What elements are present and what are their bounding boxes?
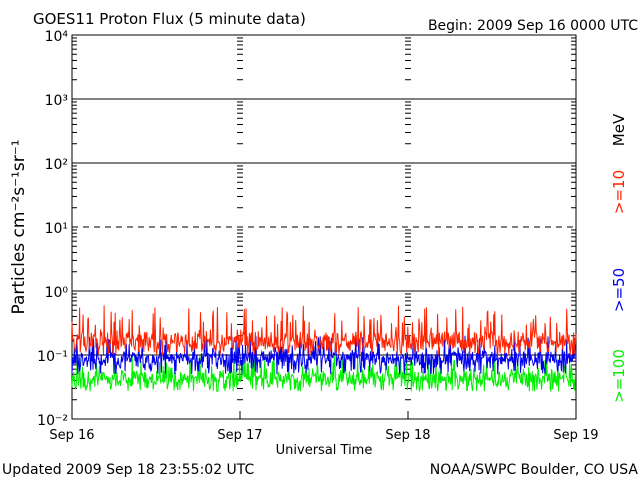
chart-title: GOES11 Proton Flux (5 minute data): [33, 10, 306, 28]
legend-item-ge10: >=10: [610, 170, 628, 214]
legend-unit: MeV: [610, 113, 628, 146]
y-tick-label: 10²: [45, 157, 68, 173]
x-tick-label: Sep 19: [553, 428, 598, 443]
y-tick-label: 10⁻²: [37, 413, 68, 429]
updated-timestamp: Updated 2009 Sep 18 23:55:02 UTC: [2, 462, 255, 478]
x-tick-label: Sep 16: [49, 428, 94, 443]
y-tick-label: 10¹: [45, 221, 68, 237]
y-tick-label: 10⁻¹: [37, 349, 68, 365]
legend-item-ge50: >=50: [610, 268, 628, 312]
y-axis-label: Particles cm⁻²s⁻¹sr⁻¹: [9, 139, 29, 314]
grid-lines: [72, 98, 576, 356]
x-tick-label: Sep 18: [385, 428, 430, 443]
y-tick-labels: 10⁻² 10⁻¹ 10⁰ 10¹ 10² 10³ 10⁴: [37, 29, 68, 429]
x-axis-label: Universal Time: [276, 443, 373, 458]
y-tick-label: 10⁰: [45, 285, 69, 301]
y-tick-label: 10⁴: [45, 29, 69, 45]
minor-ticks: [72, 37, 576, 419]
legend-item-ge100: >=100: [610, 349, 628, 403]
series-group: [71, 305, 577, 393]
x-tick-labels: Sep 16 Sep 17 Sep 18 Sep 19: [49, 428, 598, 443]
credit: NOAA/SWPC Boulder, CO USA: [430, 462, 639, 478]
y-tick-label: 10³: [45, 93, 68, 109]
legend: MeV >=10 >=50 >=100: [610, 113, 628, 403]
x-tick-label: Sep 17: [217, 428, 262, 443]
series-ge100: [71, 354, 577, 393]
series-ge10: [71, 305, 577, 356]
begin-time: Begin: 2009 Sep 16 0000 UTC: [428, 18, 638, 34]
